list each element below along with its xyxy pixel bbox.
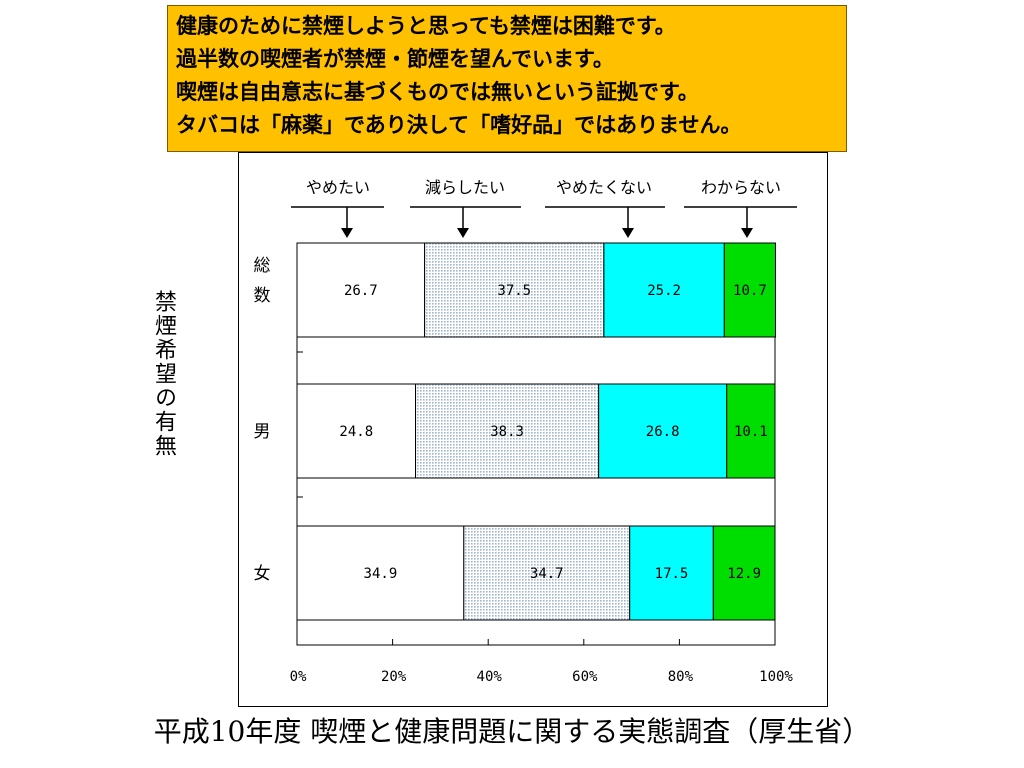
bar-segment-2-4: [726, 383, 776, 479]
data-label-3-3: 17.5: [655, 566, 689, 582]
data-label-3-4: 12.9: [727, 566, 761, 582]
bar-segment-1-1: [296, 242, 426, 338]
legend-label-4: わからない: [701, 178, 781, 197]
x-tick-label-3: 40%: [477, 669, 503, 685]
category-label-3: 女: [254, 564, 271, 584]
bar-segment-1-4: [723, 242, 776, 338]
legend-pointer-arrow-3: [622, 228, 634, 238]
x-tick-label-2: 20%: [381, 669, 407, 685]
data-label-2-3: 26.8: [646, 424, 680, 440]
legend-pointer-arrow-2: [457, 228, 469, 238]
data-label-2-4: 10.1: [734, 424, 768, 440]
data-label-1-2: 37.5: [497, 283, 531, 299]
source-caption: 平成10年度 喫煙と健康問題に関する実態調査（厚生省）: [153, 715, 871, 748]
bar-segment-2-3: [598, 383, 728, 479]
legend-label-1: やめたい: [306, 178, 370, 197]
data-label-3-2: 34.7: [530, 566, 564, 582]
data-label-2-1: 24.8: [339, 424, 373, 440]
data-label-1-1: 26.7: [344, 283, 378, 299]
data-label-3-1: 34.9: [364, 566, 398, 582]
bar-segment-2-2: [415, 383, 600, 479]
legend-label-2: 減らしたい: [425, 178, 505, 197]
vertical-axis-title: 禁煙希望の有無: [151, 290, 176, 458]
category-label-1-char-1: 総: [254, 256, 271, 276]
callout-line-4: タバコは「麻薬」であり決して「嗜好品」ではありません。: [176, 113, 742, 137]
data-label-2-2: 38.3: [490, 424, 524, 440]
x-tick-label-1: 0%: [290, 669, 307, 685]
callout-line-1: 健康のために禁煙しようと思っても禁煙は困難です。: [176, 14, 676, 38]
category-label-1-char-2: 数: [254, 286, 271, 306]
bar-segment-3-1: [296, 525, 465, 621]
bar-segment-1-3: [603, 242, 725, 338]
callout-line-3: 喫煙は自由意志に基づくものでは無いという証拠です。: [176, 80, 699, 104]
x-tick-label-6: 100%: [759, 669, 793, 685]
legend-pointer-arrow-1: [341, 228, 353, 238]
legend-label-3: やめたくない: [556, 178, 652, 197]
bar-segment-1-2: [424, 242, 605, 338]
category-label-2: 男: [254, 422, 271, 442]
bar-segment-3-4: [712, 525, 776, 621]
x-tick-label-4: 60%: [572, 669, 598, 685]
x-tick-label-5: 80%: [668, 669, 694, 685]
legend-pointer-arrow-4: [741, 228, 753, 238]
callout-line-2: 過半数の喫煙者が禁煙・節煙を望んでいます。: [176, 47, 614, 71]
data-label-1-4: 10.7: [733, 283, 767, 299]
callout-box: 健康のために禁煙しようと思っても禁煙は困難です。 過半数の喫煙者が禁煙・節煙を望…: [167, 5, 847, 152]
bar-segment-2-1: [296, 383, 417, 479]
data-label-1-3: 25.2: [647, 283, 681, 299]
